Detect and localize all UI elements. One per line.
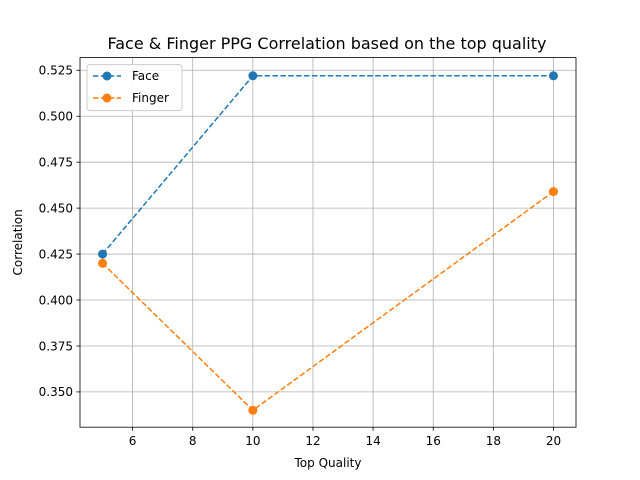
- y-tick-label: 0.525: [39, 64, 73, 78]
- x-tick-label: 10: [245, 434, 260, 448]
- face-data-point: [248, 71, 258, 81]
- y-tick-label: 0.500: [39, 110, 73, 124]
- plot-frame: [79, 57, 577, 428]
- finger-series-line: [102, 190, 554, 412]
- y-tick-label: 0.350: [39, 385, 73, 399]
- y-axis-ticks: 0.350 0.375 0.400 0.425 0.450 0.475 0.500 0.525: [39, 64, 80, 399]
- finger-data-point: [248, 405, 258, 415]
- chart-title: Face & Finger PPG Correlation based on t…: [108, 34, 547, 53]
- finger-data-point: [98, 258, 108, 268]
- x-tick-label: 12: [305, 434, 320, 448]
- legend-face-marker: [102, 71, 112, 81]
- finger-data-point: [548, 187, 558, 197]
- y-tick-label: 0.475: [39, 155, 73, 169]
- x-tick-label: 18: [486, 434, 501, 448]
- y-tick-label: 0.400: [39, 293, 73, 307]
- face-data-point: [548, 71, 558, 81]
- x-tick-label: 8: [189, 434, 197, 448]
- legend-finger-label: Finger: [132, 91, 169, 105]
- y-tick-label: 0.425: [39, 247, 73, 261]
- legend-face-label: Face: [132, 69, 159, 83]
- legend: Face Finger: [86, 64, 183, 112]
- x-axis-ticks: 6 8 10 12 14 16 18 20: [129, 427, 561, 448]
- legend-finger-marker: [102, 93, 112, 103]
- x-tick-label: 6: [129, 434, 137, 448]
- x-tick-label: 14: [365, 434, 380, 448]
- x-axis-label: Top Quality: [294, 456, 362, 470]
- x-tick-label: 20: [546, 434, 561, 448]
- series-layer: [98, 71, 558, 415]
- x-tick-label: 16: [426, 434, 441, 448]
- face-data-point: [98, 249, 108, 259]
- y-tick-label: 0.450: [39, 201, 73, 215]
- y-tick-label: 0.375: [39, 339, 73, 353]
- y-axis-label: Correlation: [11, 209, 25, 275]
- grid: [80, 57, 576, 428]
